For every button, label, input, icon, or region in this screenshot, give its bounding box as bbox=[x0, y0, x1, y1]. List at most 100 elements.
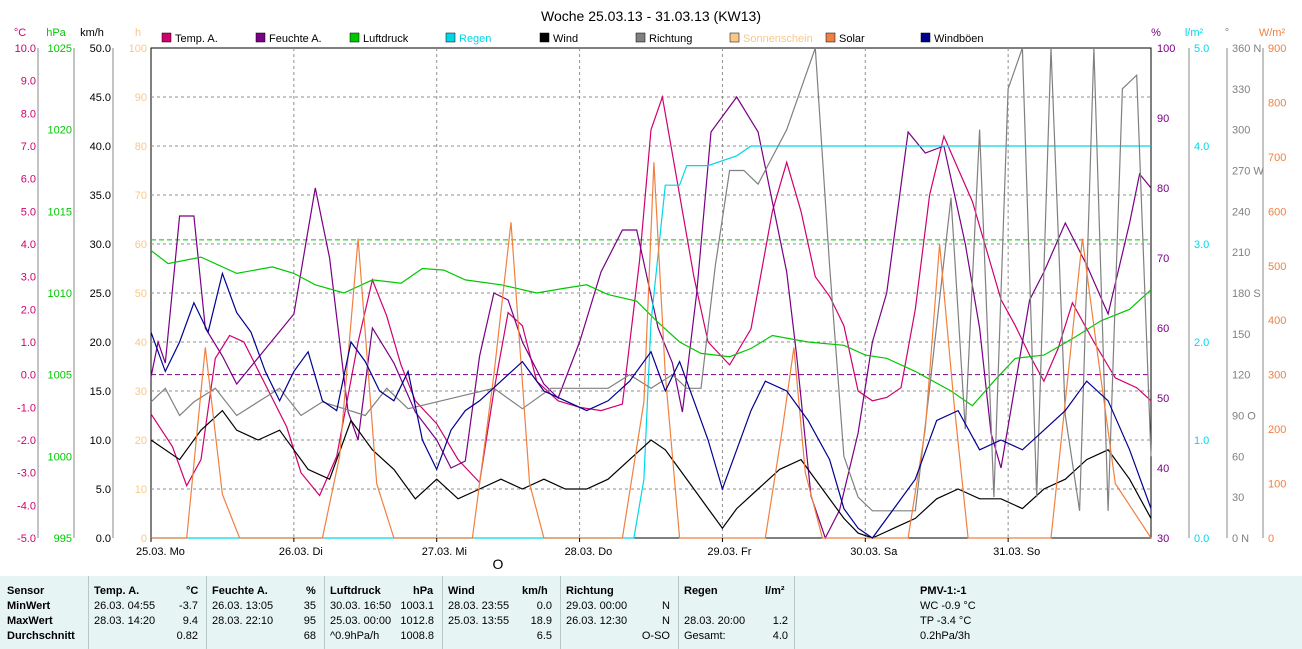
min-richtung-time: 29.03. 00:00 bbox=[566, 600, 628, 612]
series-line-windb-en bbox=[150, 271, 1152, 539]
legend-swatch-regen bbox=[445, 32, 456, 43]
pressure-tick-label: 1020 bbox=[48, 125, 72, 137]
humidity-axis-unit: % bbox=[1151, 27, 1161, 39]
direction-tick-label: 330 bbox=[1232, 84, 1250, 96]
rain-axis-unit: l/m² bbox=[1185, 27, 1204, 39]
rain-tick-label: 2.0 bbox=[1194, 337, 1209, 349]
direction-axis-unit: ° bbox=[1225, 27, 1229, 39]
chart-plot-area bbox=[150, 47, 1152, 540]
pressure-tick-label: 1000 bbox=[48, 451, 72, 463]
x-tick-label: 30.03. Sa bbox=[850, 546, 898, 558]
temp-tick-label: 7.0 bbox=[21, 141, 36, 153]
temp-tick-label: -3.0 bbox=[17, 468, 36, 480]
legend-label-luftdruck: Luftdruck bbox=[363, 33, 409, 45]
rain-tick-label: 1.0 bbox=[1194, 435, 1209, 447]
wind-tick-label: 25.0 bbox=[90, 288, 111, 300]
humidity-tick-label: 100 bbox=[1157, 43, 1175, 55]
direction-tick-label: 210 bbox=[1232, 247, 1250, 259]
direction-tick-label: 300 bbox=[1232, 125, 1250, 137]
legend-label-feuchte: Feuchte A. bbox=[269, 33, 322, 45]
min-feuchte-time: 26.03. 13:05 bbox=[212, 600, 274, 612]
rain-tick-label: 3.0 bbox=[1194, 239, 1209, 251]
direction-tick-label: 150 bbox=[1232, 329, 1250, 341]
humidity-tick-label: 90 bbox=[1157, 113, 1169, 125]
max-temp-time: 28.03. 14:20 bbox=[94, 615, 156, 627]
chart-axes: 10.0 9.0 8.0 7.0 6.0 5.0 4.0 3.0 2.0 1.0 0.0 -1.0 -2… bbox=[14, 27, 1287, 545]
header-temp: Temp. A. bbox=[94, 585, 140, 597]
temp-tick-label: -4.0 bbox=[17, 500, 36, 512]
humidity-tick-label: 80 bbox=[1157, 183, 1169, 195]
sunshine-tick-label: 50 bbox=[135, 288, 147, 300]
sunshine-tick-label: 10 bbox=[135, 484, 147, 496]
total-regen-label: Gesamt: bbox=[684, 630, 726, 642]
sunshine-tick-label: 0 bbox=[141, 533, 147, 545]
row-avg-label: Durchschnitt bbox=[7, 630, 75, 642]
legend-label-sonnenschein: Sonnenschein bbox=[743, 33, 813, 45]
wind-tick-label: 0.0 bbox=[96, 533, 111, 545]
wind-axis-unit: km/h bbox=[80, 27, 104, 39]
x-axis-ticks: 25.03. Mo 26.03. Di 27.03. Mi 28.03. Do 29.0… bbox=[136, 538, 1040, 558]
sunshine-tick-label: 60 bbox=[135, 239, 147, 251]
min-richtung-value: N bbox=[662, 600, 670, 612]
sunshine-tick-label: 40 bbox=[135, 337, 147, 349]
direction-tick-label: 90 O bbox=[1232, 411, 1256, 423]
avg-feuchte-value: 68 bbox=[303, 630, 316, 642]
max-luftdruck-time: 25.03. 00:00 bbox=[330, 615, 392, 627]
header-pmv: PMV-1:-1 bbox=[920, 585, 967, 597]
temp-tick-label: 4.0 bbox=[21, 239, 36, 251]
legend-label-wind: Wind bbox=[553, 33, 578, 45]
solar-tick-label: 700 bbox=[1268, 152, 1286, 164]
legend-swatch-wind bbox=[539, 32, 550, 43]
max-richtung-time: 26.03. 12:30 bbox=[566, 615, 628, 627]
avg-temp-value: 0.82 bbox=[176, 630, 198, 642]
min-feuchte-value: 35 bbox=[303, 600, 316, 612]
header-regen-unit: l/m² bbox=[765, 585, 785, 597]
pressure-tick-label: 1025 bbox=[48, 43, 72, 55]
wind-tick-label: 45.0 bbox=[90, 92, 111, 104]
header-feuchte: Feuchte A. bbox=[212, 585, 268, 597]
x-tick-label: 25.03. Mo bbox=[136, 546, 185, 558]
direction-tick-label: 270 W bbox=[1232, 166, 1264, 178]
temp-tick-label: -5.0 bbox=[17, 533, 36, 545]
legend-swatch-sonnenschein bbox=[729, 32, 740, 43]
pmv-pressure-trend: 0.2hPa/3h bbox=[920, 630, 971, 642]
temp-tick-label: 6.0 bbox=[21, 174, 36, 186]
rain-tick-label: 5.0 bbox=[1194, 43, 1209, 55]
legend-label-richtung: Richtung bbox=[649, 33, 692, 45]
x-tick-label: 26.03. Di bbox=[279, 546, 323, 558]
humidity-tick-label: 50 bbox=[1157, 393, 1169, 405]
pressure-tick-label: 1015 bbox=[48, 206, 72, 218]
sunshine-tick-label: 80 bbox=[135, 141, 147, 153]
weather-week-chart: Woche 25.03.13 - 31.03.13 (KW13) Temp. A… bbox=[14, 8, 1287, 572]
sunshine-tick-label: 100 bbox=[129, 43, 147, 55]
solar-tick-label: 600 bbox=[1268, 206, 1286, 218]
temp-tick-label: 5.0 bbox=[21, 206, 36, 218]
row-max-label: MaxWert bbox=[7, 615, 53, 627]
series-line-wind bbox=[150, 409, 1152, 539]
solar-tick-label: 900 bbox=[1268, 43, 1286, 55]
row-min-label: MinWert bbox=[7, 600, 51, 612]
min-wind-time: 28.03. 23:55 bbox=[448, 600, 510, 612]
series-line-regen bbox=[151, 145, 1151, 539]
humidity-tick-label: 60 bbox=[1157, 323, 1169, 335]
max-feuchte-time: 28.03. 22:10 bbox=[212, 615, 274, 627]
series-line-richtung bbox=[150, 47, 1152, 512]
direction-tick-label: 240 bbox=[1232, 206, 1250, 218]
day-marker-label: O bbox=[493, 556, 504, 572]
wind-tick-label: 5.0 bbox=[96, 484, 111, 496]
solar-tick-label: 200 bbox=[1268, 424, 1286, 436]
series-line-feuchte-a- bbox=[150, 95, 1152, 540]
max-regen-value: 1.2 bbox=[772, 615, 788, 627]
max-temp-value: 9.4 bbox=[182, 615, 198, 627]
avg-richtung-value: O-SO bbox=[641, 630, 670, 642]
legend-label-temp: Temp. A. bbox=[175, 33, 218, 45]
legend-swatch-richtung bbox=[635, 32, 646, 43]
header-richtung: Richtung bbox=[566, 585, 614, 597]
wind-tick-label: 50.0 bbox=[90, 43, 111, 55]
min-wind-value: 0.0 bbox=[536, 600, 552, 612]
x-tick-label: 31.03. So bbox=[993, 546, 1040, 558]
header-luftdruck-unit: hPa bbox=[413, 585, 434, 597]
avg-wind-value: 6.5 bbox=[536, 630, 552, 642]
solar-tick-label: 300 bbox=[1268, 370, 1286, 382]
avg-luftdruck-value: 1008.8 bbox=[400, 630, 434, 642]
